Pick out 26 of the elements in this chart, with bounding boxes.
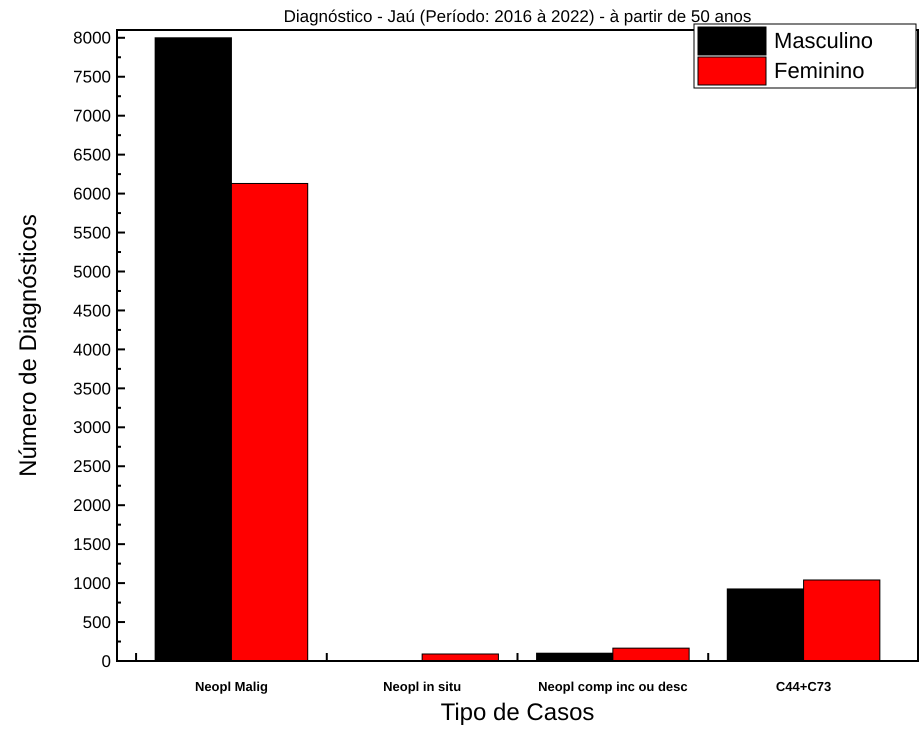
y-tick-label: 6500 (73, 146, 111, 165)
y-tick-label: 4500 (73, 301, 111, 320)
y-tick-label: 7000 (73, 106, 111, 126)
y-axis-title: Número de Diagnósticos (15, 214, 42, 477)
y-tick-label: 1000 (73, 574, 111, 594)
y-tick-label: 5000 (73, 262, 111, 282)
y-tick-label: 500 (82, 613, 111, 632)
y-tick-label: 2000 (73, 496, 111, 516)
y-tick-label: 4000 (73, 340, 111, 360)
x-tick-label: C44+C73 (776, 679, 832, 694)
y-tick-label: 6000 (73, 184, 111, 204)
x-tick-label: Neopl Malig (194, 679, 268, 694)
y-tick-label: 7500 (73, 68, 111, 87)
y-tick-label: 3500 (73, 379, 111, 398)
chart-title: Diagnóstico - Jaú (Período: 2016 à 2022) - à partir de 50 anos (284, 7, 752, 26)
y-tick-label: 3000 (73, 418, 111, 438)
y-tick-label: 5500 (73, 223, 111, 242)
y-tick-label: 0 (102, 652, 111, 671)
y-tick-label: 1500 (73, 535, 111, 554)
legend-label: Feminino (774, 58, 864, 83)
y-tick-label: 8000 (73, 28, 111, 48)
legend-label: Masculino (774, 28, 874, 53)
y-tick-label: 2500 (73, 457, 111, 476)
x-axis-title: Tipo de Casos (440, 699, 594, 726)
x-tick-label: Neopl comp inc ou desc (538, 679, 688, 694)
x-tick-label: Neopl in situ (383, 679, 462, 694)
